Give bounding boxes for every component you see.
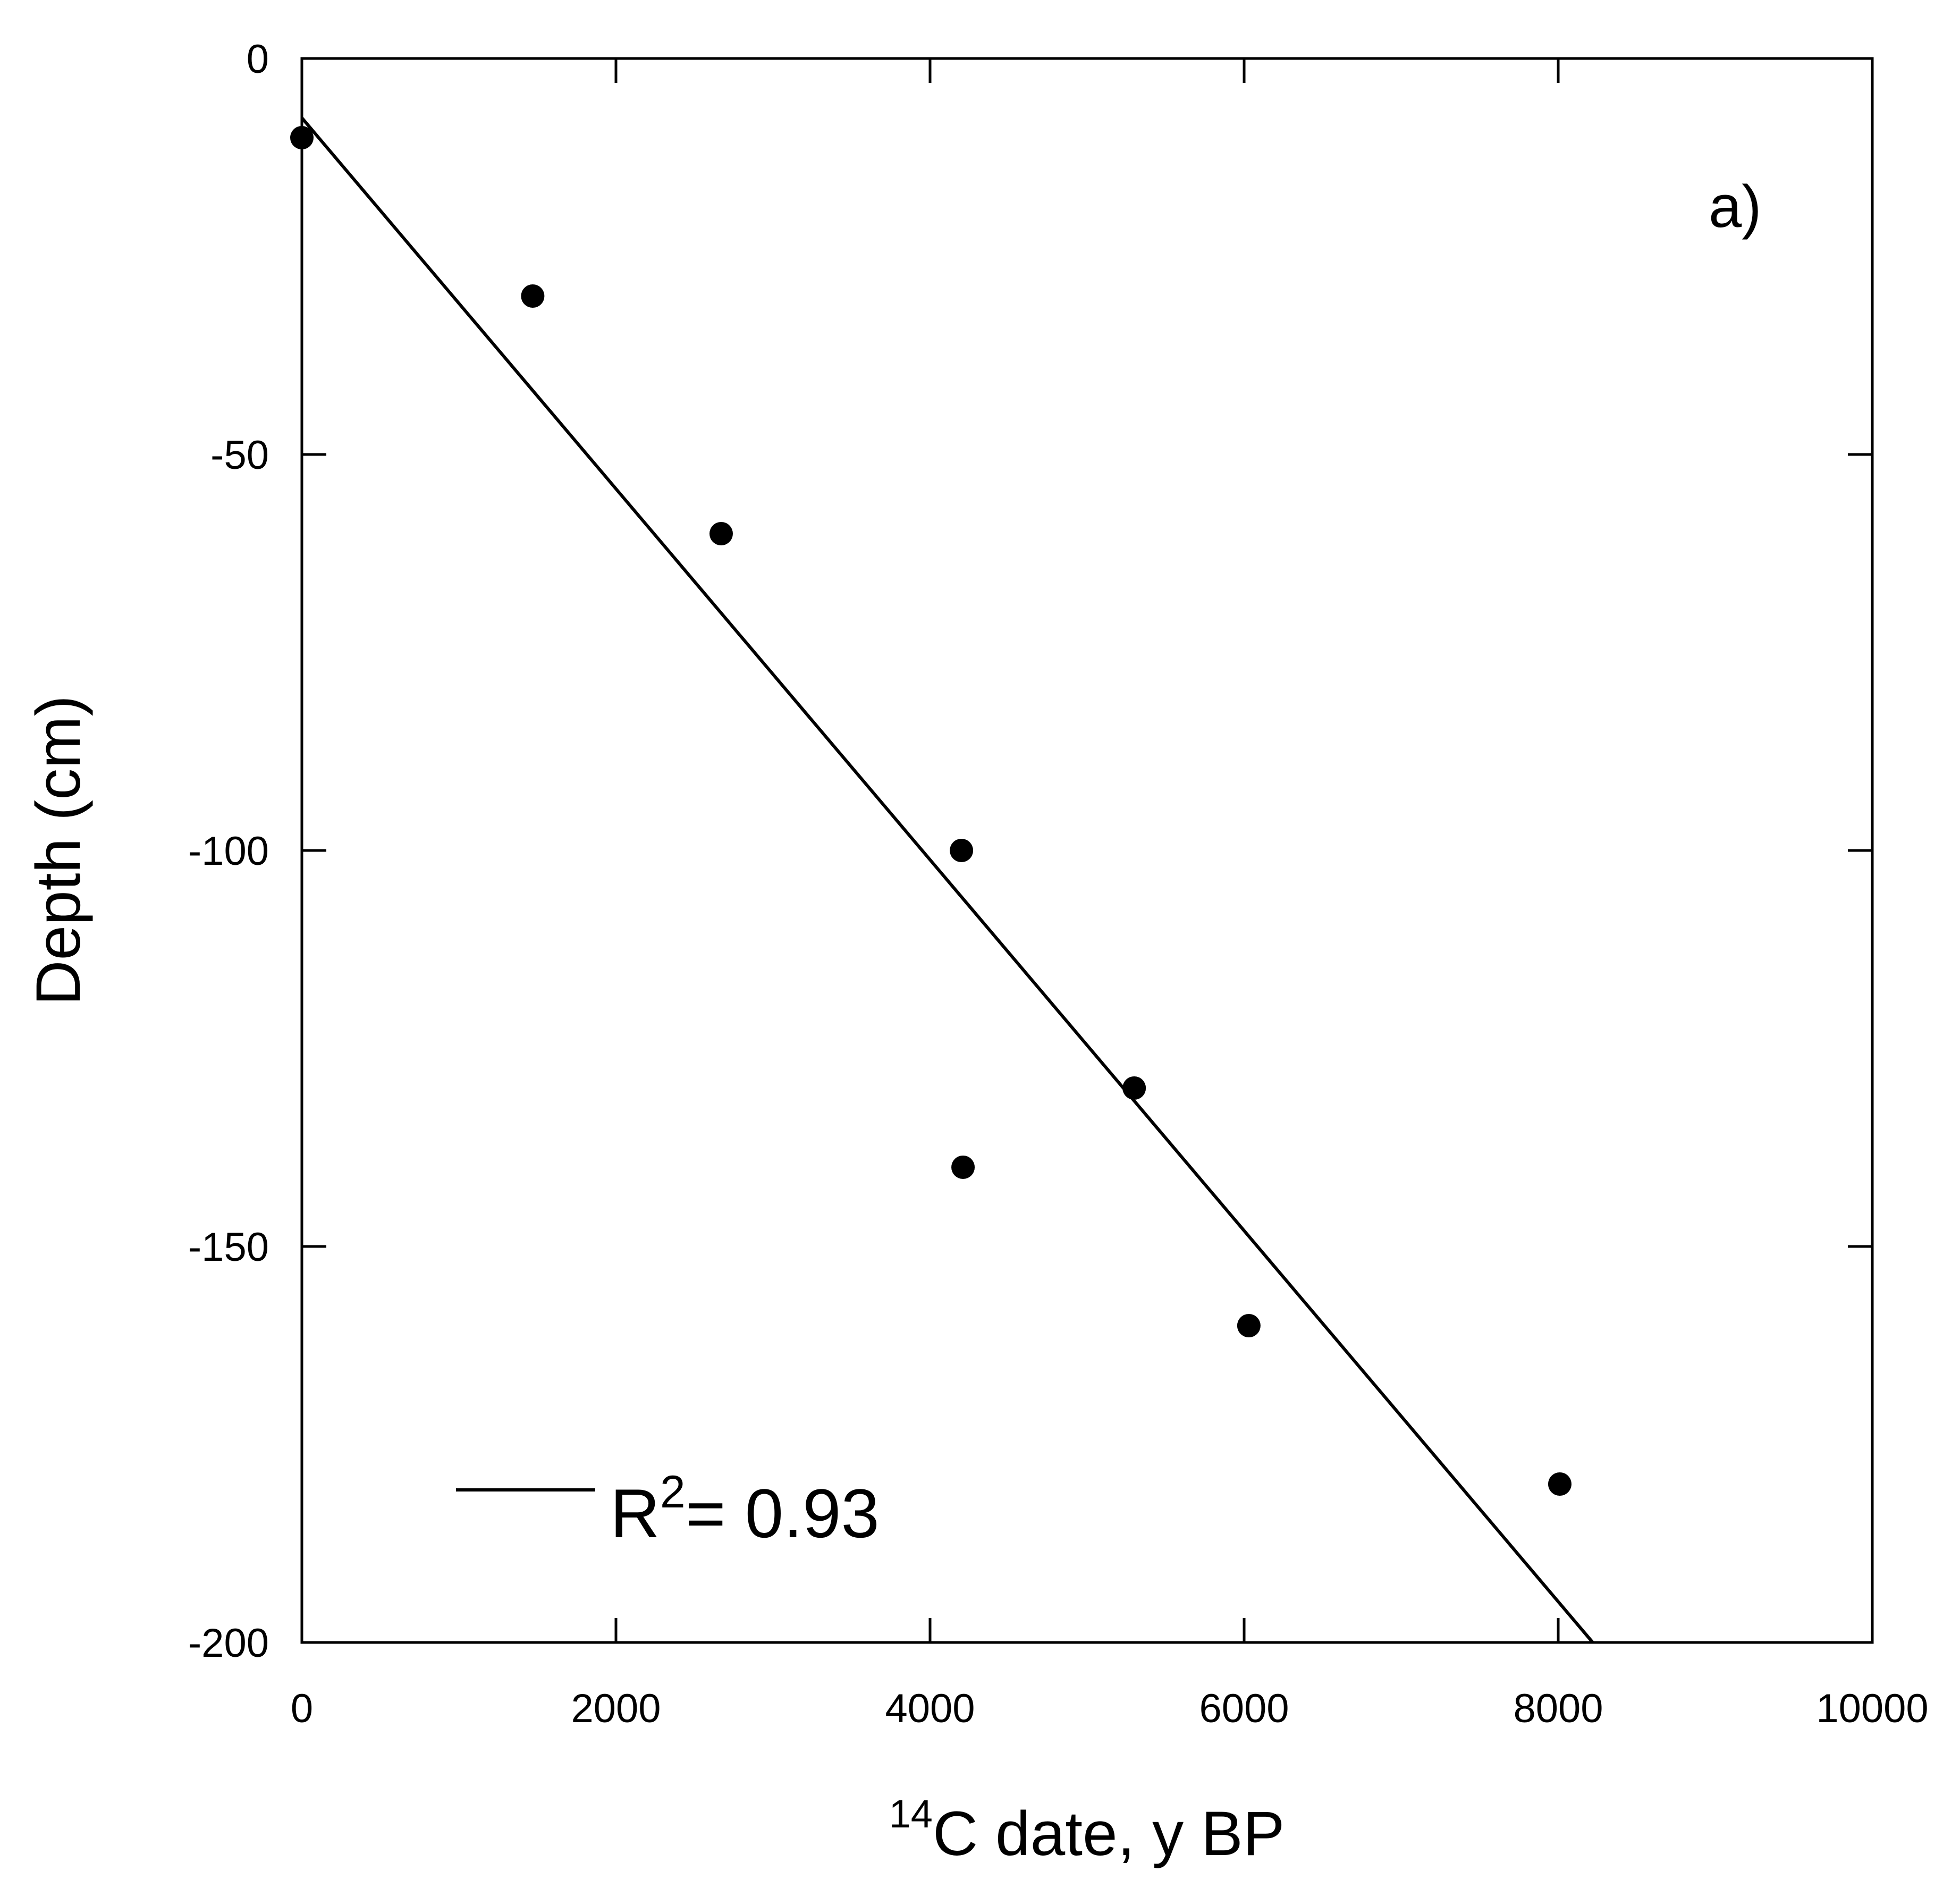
panel-label: a) <box>1709 173 1762 240</box>
legend-label-rest: = 0.93 <box>686 1474 880 1552</box>
data-point <box>950 839 974 862</box>
data-point <box>521 284 545 308</box>
data-point <box>1122 1076 1146 1100</box>
data-point <box>709 522 733 545</box>
legend: R2= 0.93 <box>456 1467 880 1552</box>
data-point <box>1548 1472 1572 1496</box>
y-tick-label: 0 <box>247 37 269 82</box>
points-layer <box>290 126 1572 1496</box>
fit-line-layer <box>300 116 1594 1644</box>
y-tick-label: -200 <box>188 1621 269 1666</box>
labels-layer: 0 2000 4000 6000 8000 10000 0 -50 -100 -150 -200 <box>188 37 1929 1731</box>
regression-line <box>300 116 1594 1644</box>
y-tick-label: -50 <box>210 433 269 478</box>
x-tick-label: 8000 <box>1513 1686 1603 1731</box>
x-axis-title-text: C date, y BP <box>933 1799 1285 1869</box>
y-axis-title: Depth (cm) <box>23 695 94 1006</box>
x-tick-label: 4000 <box>885 1686 975 1731</box>
x-axis-title: 14C date, y BP <box>889 1792 1285 1869</box>
legend-label: R2= 0.93 <box>610 1467 880 1552</box>
plot-frame <box>300 57 1874 1644</box>
data-point <box>951 1156 975 1179</box>
y-tick-label: -150 <box>188 1225 269 1270</box>
legend-label-superscript: 2 <box>660 1467 686 1518</box>
y-tick-label: -100 <box>188 829 269 874</box>
legend-label-main: R <box>610 1474 660 1552</box>
x-tick-label: 0 <box>291 1686 313 1731</box>
x-tick-label: 6000 <box>1199 1686 1289 1731</box>
x-tick-label: 2000 <box>571 1686 661 1731</box>
data-point <box>1237 1314 1261 1337</box>
x-tick-label: 10000 <box>1816 1686 1928 1731</box>
x-axis-title-superscript: 14 <box>889 1792 933 1836</box>
